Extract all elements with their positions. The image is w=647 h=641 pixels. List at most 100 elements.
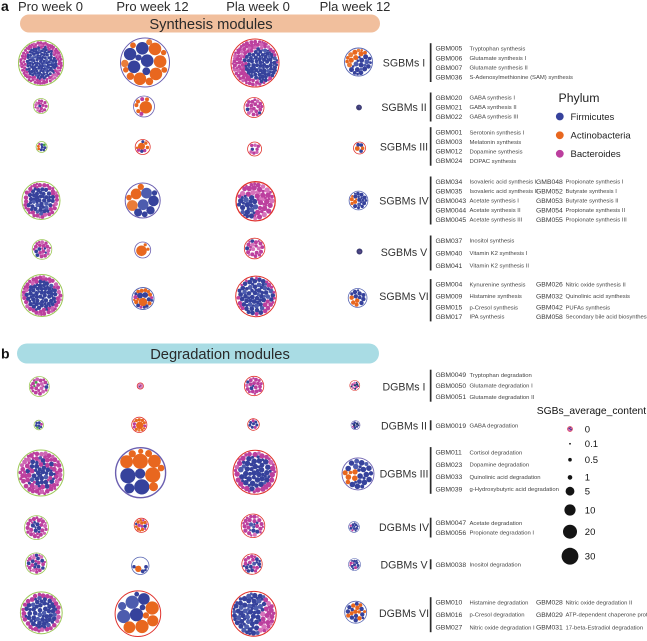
- svg-text:SGBMs III: SGBMs III: [380, 142, 428, 154]
- svg-text:Nitric oxide synthesis II: Nitric oxide synthesis II: [566, 282, 627, 288]
- svg-text:GBM003: GBM003: [436, 139, 463, 146]
- svg-text:Acetate synthesis I: Acetate synthesis I: [470, 199, 520, 205]
- svg-text:Firmicutes: Firmicutes: [571, 112, 615, 123]
- svg-text:Butyrate synthesis I: Butyrate synthesis I: [566, 189, 618, 195]
- svg-text:Pla week 0: Pla week 0: [226, 0, 290, 14]
- svg-text:Propionate synthesis III: Propionate synthesis III: [566, 218, 628, 224]
- svg-text:GBM041: GBM041: [436, 263, 463, 270]
- svg-text:S-Adenosylmethionine (SAM) syn: S-Adenosylmethionine (SAM) synthesis: [470, 75, 574, 81]
- svg-text:Nitric oxide degradation I: Nitric oxide degradation I: [470, 625, 536, 631]
- svg-text:GBM004: GBM004: [436, 282, 463, 289]
- svg-text:Propionate synthesis II: Propionate synthesis II: [566, 208, 626, 214]
- svg-text:ATP-dependent chaperone protei: ATP-dependent chaperone protein: [566, 613, 647, 619]
- svg-text:Bacteroides: Bacteroides: [571, 149, 621, 160]
- svg-text:0.5: 0.5: [585, 455, 598, 466]
- svg-text:GBM040: GBM040: [436, 251, 463, 258]
- svg-text:Pla week 12: Pla week 12: [320, 0, 391, 14]
- svg-text:GBM024: GBM024: [436, 158, 463, 165]
- svg-text:GBM0045: GBM0045: [436, 217, 467, 224]
- svg-text:Serotonin synthesis I: Serotonin synthesis I: [470, 130, 525, 136]
- svg-text:Histamine synthesis: Histamine synthesis: [470, 294, 522, 300]
- svg-text:IPA synthesis: IPA synthesis: [470, 315, 505, 321]
- svg-text:DGBMs VI: DGBMs VI: [379, 608, 429, 620]
- svg-text:Pro week 0: Pro week 0: [18, 0, 83, 14]
- svg-text:GBM042: GBM042: [536, 305, 563, 312]
- svg-text:GBM028: GBM028: [536, 600, 563, 607]
- svg-text:GBM011: GBM011: [436, 450, 463, 457]
- svg-text:GBM029: GBM029: [536, 612, 563, 619]
- svg-text:DGBMs I: DGBMs I: [383, 382, 426, 394]
- svg-text:p-Cresol degradation: p-Cresol degradation: [470, 613, 525, 619]
- svg-text:Glutamate synthesis II: Glutamate synthesis II: [470, 66, 529, 72]
- svg-text:GBM034: GBM034: [436, 179, 463, 186]
- svg-text:a: a: [1, 0, 9, 14]
- svg-text:GBM058: GBM058: [536, 314, 563, 321]
- svg-text:SGBs_average_content: SGBs_average_content: [537, 406, 646, 417]
- svg-text:GBM032: GBM032: [536, 293, 563, 300]
- svg-text:Quinolinic acid degradation: Quinolinic acid degradation: [470, 475, 541, 481]
- svg-text:Glutamate synthesis I: Glutamate synthesis I: [470, 56, 527, 62]
- svg-text:GBM027: GBM027: [436, 625, 463, 632]
- svg-text:Propionate degradation I: Propionate degradation I: [470, 531, 535, 537]
- svg-text:0.1: 0.1: [585, 439, 598, 450]
- svg-text:Actinobacteria: Actinobacteria: [571, 131, 632, 142]
- svg-text:30: 30: [585, 552, 596, 563]
- svg-text:p-Cresol synthesis: p-Cresol synthesis: [470, 305, 519, 311]
- svg-text:Histamine degradation: Histamine degradation: [470, 600, 529, 606]
- svg-text:Inositol synthesis: Inositol synthesis: [470, 239, 515, 245]
- svg-text:GBM055: GBM055: [536, 217, 563, 224]
- svg-text:Acetate synthesis II: Acetate synthesis II: [470, 208, 521, 214]
- svg-text:Melatonin synthesis: Melatonin synthesis: [470, 140, 522, 146]
- svg-text:GBM021: GBM021: [436, 105, 463, 112]
- svg-text:GBM022: GBM022: [436, 114, 463, 121]
- svg-text:1: 1: [585, 473, 590, 484]
- svg-text:Pro week 12: Pro week 12: [116, 0, 188, 14]
- svg-text:Cortisol degradation: Cortisol degradation: [470, 450, 523, 456]
- svg-text:GBM031: GBM031: [536, 625, 563, 632]
- svg-text:SGBMs VI: SGBMs VI: [379, 291, 428, 303]
- svg-text:Propionate synthesis I: Propionate synthesis I: [566, 180, 624, 186]
- svg-text:20: 20: [585, 527, 596, 538]
- svg-text:GBM023: GBM023: [436, 462, 463, 469]
- svg-text:GBM0038: GBM0038: [436, 562, 467, 569]
- svg-text:Vitamin K2 synthesis II: Vitamin K2 synthesis II: [470, 264, 530, 270]
- svg-text:GABA synthesis II: GABA synthesis II: [470, 105, 518, 111]
- svg-text:0: 0: [585, 424, 590, 435]
- svg-text:g-Hydroxybutyric acid degradat: g-Hydroxybutyric acid degradation: [470, 487, 559, 493]
- svg-text:Degradation modules: Degradation modules: [150, 347, 290, 363]
- svg-text:GBM0051: GBM0051: [436, 394, 467, 401]
- svg-text:GABA synthesis III: GABA synthesis III: [470, 115, 519, 121]
- svg-text:b: b: [1, 346, 10, 362]
- svg-text:GBM052: GBM052: [536, 189, 563, 196]
- svg-text:Vitamin K2 synthesis I: Vitamin K2 synthesis I: [470, 251, 528, 257]
- svg-text:Acetate synthesis III: Acetate synthesis III: [470, 218, 523, 224]
- svg-text:Isovaleric acid synthesis I: Isovaleric acid synthesis I: [470, 180, 537, 186]
- svg-text:Isovaleric acid synthesis II: Isovaleric acid synthesis II: [470, 189, 539, 195]
- svg-text:GBM039: GBM039: [436, 486, 463, 493]
- svg-text:GBM0056: GBM0056: [436, 530, 467, 537]
- svg-text:SGBMs IV: SGBMs IV: [379, 196, 429, 208]
- svg-text:GBM035: GBM035: [436, 189, 463, 196]
- svg-text:Acetate degradation: Acetate degradation: [470, 521, 523, 527]
- svg-text:GBM016: GBM016: [436, 612, 463, 619]
- svg-text:GABA synthesis I: GABA synthesis I: [470, 96, 516, 102]
- svg-text:GABA degradation: GABA degradation: [470, 424, 519, 430]
- svg-text:DGBMs IV: DGBMs IV: [379, 522, 430, 534]
- svg-text:Dopamine degradation: Dopamine degradation: [470, 463, 530, 469]
- svg-text:Kynurenine synthesis: Kynurenine synthesis: [470, 282, 526, 288]
- svg-text:Inositol degradation: Inositol degradation: [470, 563, 521, 569]
- svg-text:Dopamine synthesis: Dopamine synthesis: [470, 149, 523, 155]
- svg-text:GBM017: GBM017: [436, 314, 463, 321]
- svg-text:5: 5: [585, 487, 590, 498]
- svg-text:GBM009: GBM009: [436, 293, 463, 300]
- svg-text:GMB048: GMB048: [536, 179, 563, 186]
- svg-text:GBM0044: GBM0044: [436, 208, 467, 215]
- svg-text:GBM053: GBM053: [536, 198, 563, 205]
- svg-text:Tryptophan degradation: Tryptophan degradation: [470, 373, 532, 379]
- svg-text:Nitric oxide degradation II: Nitric oxide degradation II: [566, 600, 633, 606]
- svg-text:17-beta-Estradiol degradation: 17-beta-Estradiol degradation: [566, 625, 644, 631]
- svg-text:10: 10: [585, 505, 596, 516]
- svg-text:DGBMs II: DGBMs II: [381, 420, 427, 432]
- svg-text:Quinolinic acid synthesis: Quinolinic acid synthesis: [566, 294, 631, 300]
- svg-text:Glutamate degradation I: Glutamate degradation I: [470, 384, 534, 390]
